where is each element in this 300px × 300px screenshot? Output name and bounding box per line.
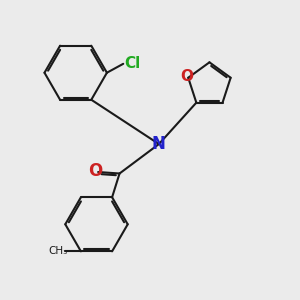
Text: N: N <box>152 135 166 153</box>
Text: O: O <box>88 162 102 180</box>
Text: Cl: Cl <box>125 56 141 71</box>
Text: O: O <box>180 69 193 84</box>
Text: CH₃: CH₃ <box>48 246 68 256</box>
